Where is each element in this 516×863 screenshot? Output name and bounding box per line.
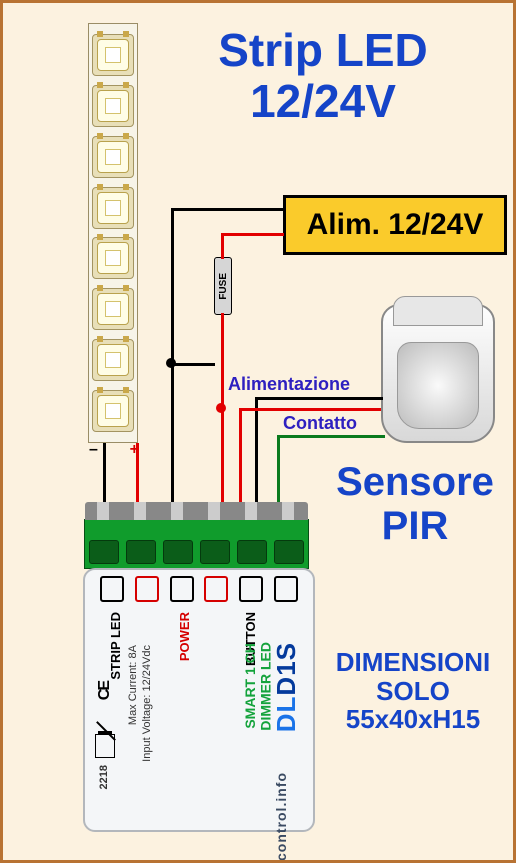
terminal [274,540,304,564]
terminal [89,540,119,564]
terminal [237,540,267,564]
fuse-label: FUSE [218,273,229,300]
module-spec-voltage: Input Voltage: 12/24Vdc [141,645,153,762]
wire-black [255,397,383,400]
polarity-minus: – [89,441,98,459]
led-unit [92,136,134,178]
led-unit [92,85,134,127]
junction-node [216,403,226,413]
junction-node [166,358,176,368]
module-pads [95,576,303,606]
led-unit [92,187,134,229]
fuse: FUSE [214,257,232,315]
terminal [126,540,156,564]
diagram-frame: Strip LED12/24V SensorePIR DIMENSIONISOL… [0,0,516,863]
led-unit [92,34,134,76]
label-alimentazione: Alimentazione [228,374,350,395]
wire-red [221,233,224,259]
wire-red [221,233,284,236]
title-strip-led: Strip LED12/24V [153,25,493,126]
power-supply-box: Alim. 12/24V [283,195,507,255]
weee-bin-icon [95,734,115,758]
ce-mark-icon: CE [96,682,114,700]
label-contatto: Contatto [283,413,357,434]
module-label-power: POWER [177,612,192,661]
title-dimensions: DIMENSIONISOLO55x40xH15 [313,648,513,734]
led-unit [92,288,134,330]
title-pir: SensorePIR [315,460,515,548]
led-unit [92,339,134,381]
module-cert-icons: CE [93,665,117,775]
wire-green [277,435,385,438]
module-brand: domocontrol.info [273,772,289,863]
terminal-block [84,519,309,569]
terminal [163,540,193,564]
wire-red [221,313,224,523]
module-model: DLD1S [271,642,302,732]
led-strip [88,23,138,443]
led-unit [92,237,134,279]
terminal [200,540,230,564]
model-suffix: D1S [271,642,301,696]
module-subtitle: SMART 1 CHDIMMER LED [243,642,274,731]
wire-red [239,408,381,411]
strip-polarity: – + [89,441,139,459]
pir-sensor [378,304,498,449]
led-unit [92,390,134,432]
wire-black [171,208,284,211]
module-spec-current: Max Current: 8A [127,645,139,725]
model-prefix: DL [271,696,301,733]
wire-black [171,363,215,366]
dimmer-module: STRIP LED POWER BUTTON SMART 1 CHDIMMER … [83,568,315,832]
